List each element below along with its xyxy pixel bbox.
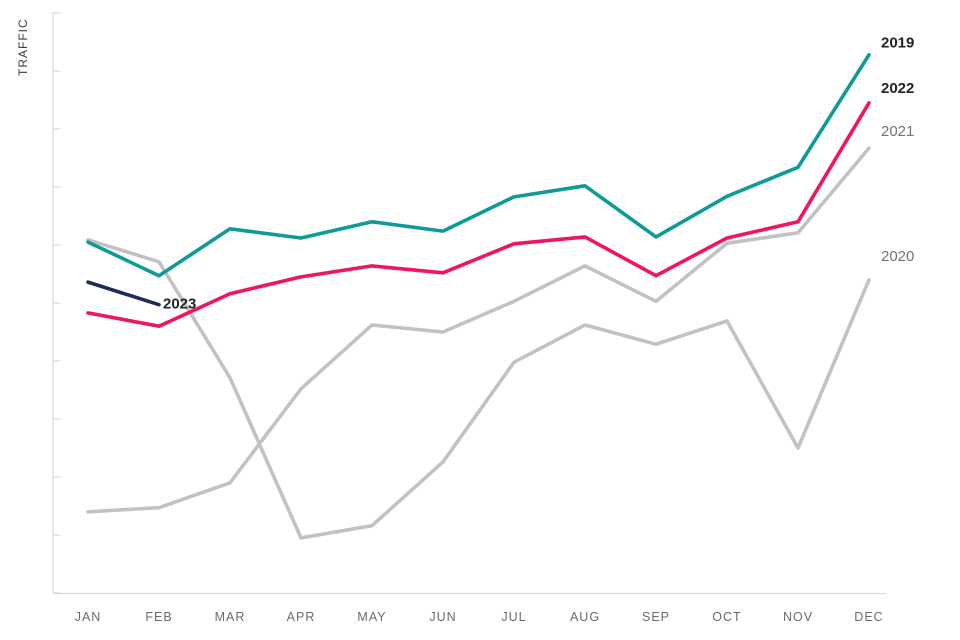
series-label-2020: 2020 — [881, 248, 914, 265]
x-axis-label-mar: MAR — [215, 610, 246, 624]
x-axis-label-jun: JUN — [429, 610, 456, 624]
x-axis-label-aug: AUG — [570, 610, 600, 624]
x-axis-label-feb: FEB — [145, 610, 172, 624]
x-axis-label-sep: SEP — [642, 610, 670, 624]
series-label-2023: 2023 — [163, 296, 196, 313]
series-line-2020[interactable] — [86, 238, 871, 540]
series-line-2021[interactable] — [86, 146, 871, 514]
series-label-2022: 2022 — [881, 80, 914, 97]
x-axis-label-oct: OCT — [712, 610, 741, 624]
series-line-2019[interactable] — [86, 52, 871, 278]
x-axis-label-apr: APR — [287, 610, 316, 624]
x-axis-label-jul: JUL — [501, 610, 526, 624]
x-axis-label-jan: JAN — [75, 610, 102, 624]
y-axis-title: TRAFFIC — [16, 18, 30, 76]
series-label-2021: 2021 — [881, 123, 914, 140]
x-axis-label-nov: NOV — [783, 610, 813, 624]
series-line-2022[interactable] — [86, 101, 871, 329]
x-axis-label-may: MAY — [357, 610, 386, 624]
x-axis-label-dec: DEC — [854, 610, 883, 624]
series-line-2023[interactable] — [86, 280, 161, 307]
series-label-2019: 2019 — [881, 35, 914, 52]
